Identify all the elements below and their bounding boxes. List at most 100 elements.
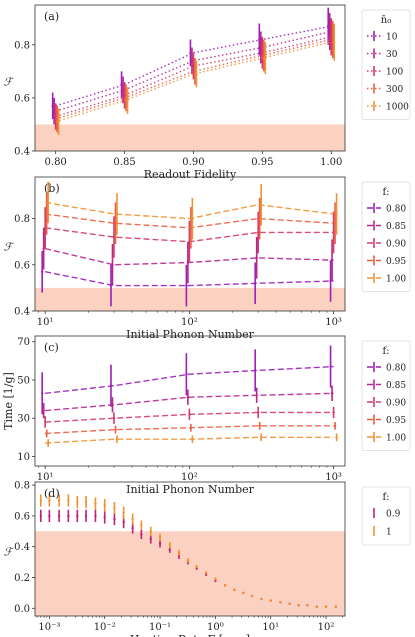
- series-0.85: [42, 227, 334, 286]
- data-point: [188, 240, 191, 243]
- data-point: [140, 533, 143, 536]
- data-point: [329, 279, 332, 283]
- data-point: [335, 436, 338, 439]
- axes-frame: [34, 335, 346, 467]
- data-point: [40, 392, 44, 395]
- shaded-region: [35, 124, 345, 151]
- y-tick-label: 0.6: [14, 511, 30, 522]
- legend-entry: 0.90: [367, 238, 406, 250]
- data-point: [115, 438, 119, 441]
- data-point: [114, 428, 117, 431]
- data-point: [186, 559, 190, 562]
- y-tick-label: 50: [17, 375, 30, 386]
- x-tick-label: 0.90: [182, 157, 204, 168]
- data-point: [185, 373, 188, 376]
- x-axis-label: Initial Phonon Number: [126, 328, 255, 341]
- data-point: [330, 258, 334, 262]
- shaded-region: [35, 531, 345, 616]
- legend-label: 30: [386, 50, 398, 60]
- x-tick-label: 1.00: [320, 157, 342, 168]
- data-point: [259, 46, 263, 49]
- series-1.00: [45, 181, 338, 240]
- data-point: [114, 222, 117, 225]
- series-1.00: [45, 433, 338, 447]
- data-point: [186, 395, 190, 399]
- data-point: [204, 571, 208, 575]
- data-point: [94, 502, 97, 505]
- series-10: [51, 7, 332, 120]
- series-100: [54, 18, 333, 130]
- data-point: [189, 426, 193, 429]
- legend-label: 0.85: [386, 381, 406, 391]
- data-point: [126, 99, 129, 102]
- data-point: [256, 411, 260, 414]
- x-tick-label: 10¹: [37, 472, 54, 483]
- data-point: [332, 411, 335, 414]
- series-line: [45, 213, 334, 229]
- data-point: [168, 543, 171, 547]
- data-point: [103, 503, 106, 507]
- data-point: [195, 565, 198, 568]
- data-point: [131, 527, 134, 530]
- legend-entry: 0.9: [373, 508, 401, 520]
- chart-panel-b: 0.4 0.6 0.8 10¹ 10² 10³ Initial Phonon Number ℱ…: [4, 176, 411, 341]
- series-0.95: [45, 193, 337, 249]
- x-tick-label: 10⁻³: [38, 622, 60, 633]
- y-axis-label: ℱ: [4, 546, 15, 559]
- data-point: [189, 51, 192, 54]
- panel-label: (d): [44, 487, 60, 500]
- data-point: [258, 38, 261, 41]
- series-line: [55, 25, 332, 107]
- data-point: [67, 514, 70, 518]
- y-tick-label: 0.6: [14, 260, 30, 271]
- data-point: [45, 432, 48, 435]
- legend-label: 100: [386, 68, 403, 78]
- data-point: [51, 104, 54, 108]
- data-point: [149, 537, 152, 541]
- legend-entry: 1.00: [367, 432, 406, 444]
- panel-label: (a): [44, 10, 59, 23]
- data-point: [331, 38, 334, 41]
- series-1: [39, 494, 337, 608]
- data-point: [330, 392, 334, 395]
- series-line: [55, 38, 332, 120]
- data-point: [57, 120, 60, 124]
- series-0.80: [40, 345, 334, 415]
- x-tick-label: 10¹: [37, 317, 54, 328]
- data-point: [42, 409, 45, 412]
- data-point: [261, 51, 264, 54]
- data-point: [260, 597, 263, 601]
- data-point: [45, 212, 48, 216]
- data-point: [330, 35, 333, 39]
- series-line: [55, 36, 332, 118]
- series-line: [45, 201, 334, 220]
- series-line: [55, 41, 332, 123]
- data-point: [57, 514, 61, 518]
- data-point: [109, 384, 113, 387]
- y-tick-label: 0.8: [14, 481, 30, 492]
- data-point: [111, 403, 114, 407]
- data-point: [122, 520, 125, 524]
- x-tick-label: 10³: [325, 317, 342, 328]
- panel-label: (b): [44, 182, 60, 195]
- data-point: [52, 109, 56, 113]
- legend-label: 0.95: [386, 416, 406, 426]
- legend-label: 0.80: [386, 364, 406, 374]
- legend-entry: 300: [367, 83, 403, 95]
- data-point: [124, 96, 128, 100]
- data-point: [40, 270, 44, 273]
- data-point: [185, 284, 188, 287]
- data-point: [140, 523, 143, 527]
- legend-title: n̄₀: [381, 15, 391, 26]
- legend-entry: 0.95: [367, 255, 406, 267]
- data-point: [315, 605, 318, 608]
- legend-label: 1: [386, 528, 392, 538]
- data-point: [269, 599, 272, 602]
- data-point: [259, 203, 263, 206]
- series-300: [55, 20, 334, 133]
- data-point: [258, 424, 261, 428]
- legend-label: 0.9: [386, 510, 401, 520]
- y-tick-label: 0.2: [14, 573, 30, 584]
- x-axis-label: Readout Fidelity: [144, 168, 237, 181]
- series-line: [45, 392, 334, 412]
